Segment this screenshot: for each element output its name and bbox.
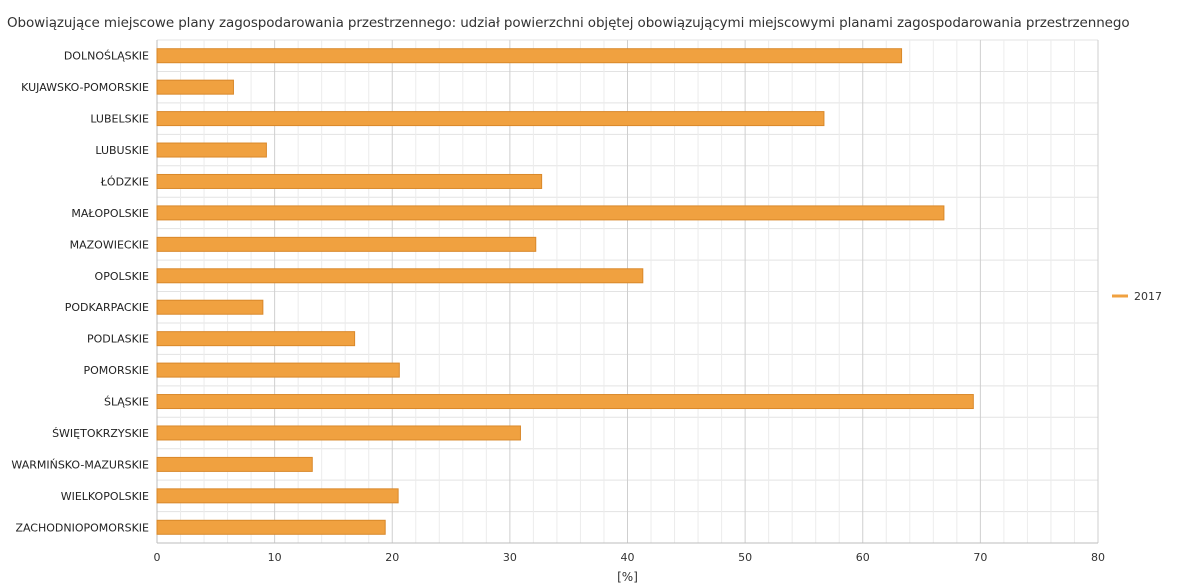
bar-series: DOLNOŚLĄSKIE: 63.3 KUJAWSKO-POMORSKIE: 6.… bbox=[156, 48, 974, 535]
category-label: LUBUSKIE bbox=[95, 144, 149, 157]
bar-mazowieckie[interactable]: MAZOWIECKIE: 32.2 bbox=[156, 236, 537, 252]
x-tick-label: 60 bbox=[856, 551, 870, 564]
x-tick-label: 40 bbox=[621, 551, 635, 564]
bar-lubuskie[interactable]: LUBUSKIE: 9.3 bbox=[156, 142, 267, 158]
bar-śląskie[interactable]: ŚLĄSKIE: 69.4 bbox=[156, 394, 974, 410]
category-label: ZACHODNIOPOMORSKIE bbox=[15, 521, 149, 534]
chart-title: Obowiązujące miejscowe plany zagospodaro… bbox=[7, 15, 1130, 31]
category-label: WARMIŃSKO-MAZURSKIE bbox=[11, 458, 149, 471]
bar-dolnośląskie[interactable]: DOLNOŚLĄSKIE: 63.3 bbox=[156, 48, 903, 64]
bar-małopolskie[interactable]: MAŁOPOLSKIE: 66.9 bbox=[156, 205, 945, 221]
x-tick-label: 70 bbox=[973, 551, 987, 564]
category-label: PODKARPACKIE bbox=[65, 301, 149, 314]
bar-wielkopolskie[interactable]: WIELKOPOLSKIE: 20.5 bbox=[156, 488, 399, 504]
category-labels: DOLNOŚLĄSKIE KUJAWSKO-POMORSKIE LUBELSKIE L… bbox=[11, 50, 149, 535]
legend-label-2017: 2017 bbox=[1134, 290, 1162, 303]
x-tick-label: 50 bbox=[738, 551, 752, 564]
x-axis-title: [%] bbox=[617, 570, 638, 584]
category-label: KUJAWSKO-POMORSKIE bbox=[21, 81, 149, 94]
x-axis-ticks: 0 10 20 30 40 50 60 70 80 bbox=[154, 551, 1106, 564]
bar-opolskie[interactable]: OPOLSKIE: 41.3 bbox=[156, 268, 644, 284]
legend[interactable]: 2017 bbox=[1112, 290, 1162, 303]
category-label: PODLASKIE bbox=[87, 333, 149, 346]
category-label: POMORSKIE bbox=[84, 364, 150, 377]
category-label: ŁÓDZKIE bbox=[100, 175, 149, 188]
category-label: DOLNOŚLĄSKIE bbox=[64, 50, 149, 63]
bar-podkarpackie[interactable]: PODKARPACKIE: 9 bbox=[156, 299, 264, 315]
x-tick-label: 20 bbox=[385, 551, 399, 564]
bar-łódzkie[interactable]: ŁÓDZKIE: 32.7 bbox=[156, 173, 543, 189]
category-label: OPOLSKIE bbox=[95, 270, 150, 283]
bar-pomorskie[interactable]: POMORSKIE: 20.6 bbox=[156, 362, 400, 378]
category-label: MAZOWIECKIE bbox=[70, 238, 149, 251]
x-tick-label: 30 bbox=[503, 551, 517, 564]
x-tick-label: 80 bbox=[1091, 551, 1105, 564]
bar-zachodniopomorskie[interactable]: ZACHODNIOPOMORSKIE: 19.4 bbox=[156, 519, 386, 535]
bar-warmińsko-mazurskie[interactable]: WARMIŃSKO-MAZURSKIE: 13.2 bbox=[156, 456, 313, 472]
x-tick-label: 10 bbox=[268, 551, 282, 564]
category-label: MAŁOPOLSKIE bbox=[71, 207, 149, 220]
bar-kujawsko-pomorskie[interactable]: KUJAWSKO-POMORSKIE: 6.5 bbox=[156, 79, 234, 95]
bar-lubelskie[interactable]: LUBELSKIE: 56.7 bbox=[156, 111, 825, 127]
bar-świętokrzyskie[interactable]: ŚWIĘTOKRZYSKIE: 30.9 bbox=[156, 425, 521, 441]
category-label: ŚWIĘTOKRZYSKIE bbox=[52, 427, 149, 440]
category-label: ŚLĄSKIE bbox=[104, 396, 149, 409]
category-label: LUBELSKIE bbox=[90, 113, 149, 126]
category-label: WIELKOPOLSKIE bbox=[61, 490, 149, 503]
bar-podlaskie[interactable]: PODLASKIE: 16.8 bbox=[156, 331, 356, 347]
x-tick-label: 0 bbox=[154, 551, 161, 564]
